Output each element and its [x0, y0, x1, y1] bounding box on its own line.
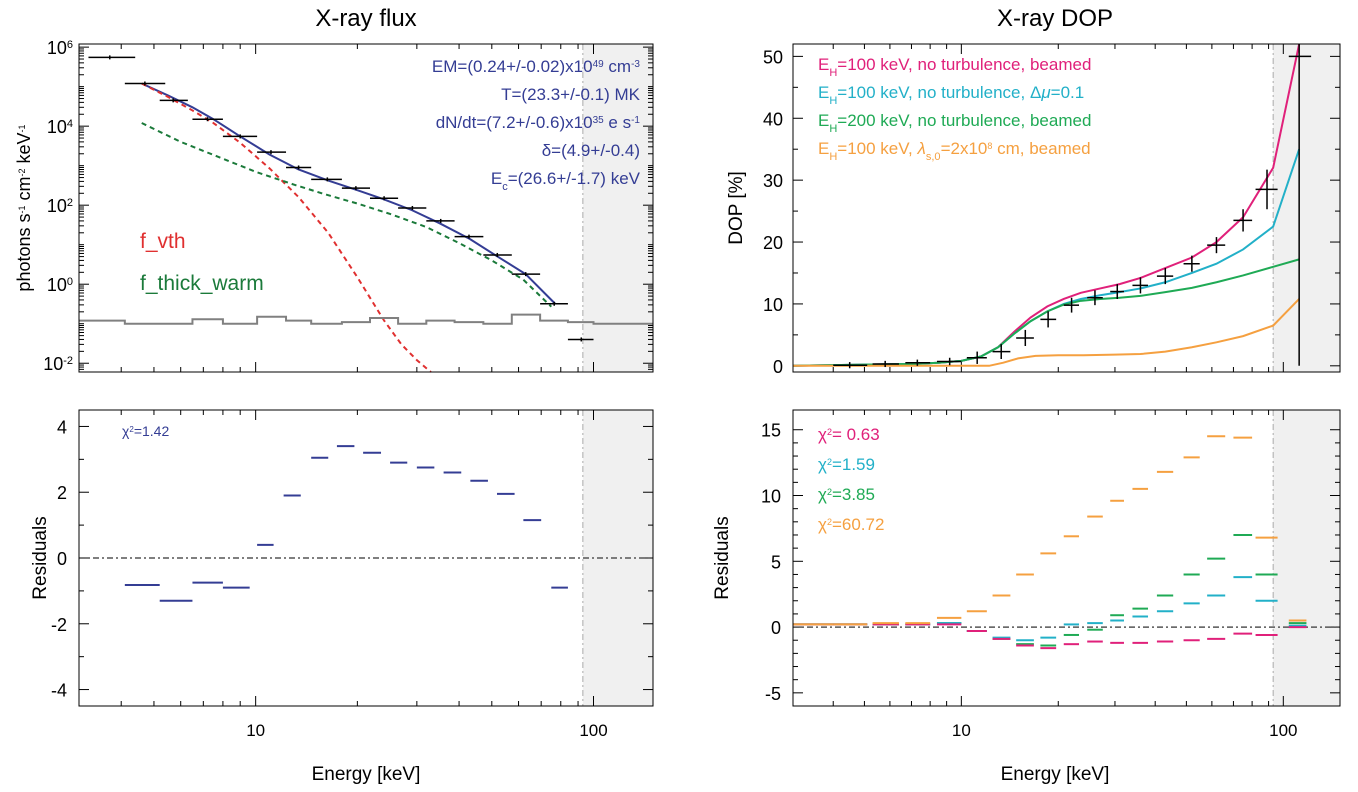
dop-res-y-tick-label: 0 — [771, 618, 781, 638]
flux-y-tick-label: 100 — [47, 275, 73, 295]
dop-chi2-cyan: χ2=1.59 — [818, 455, 875, 474]
dop-title: X-ray DOP — [997, 5, 1113, 32]
flux-shaded-region — [582, 44, 653, 372]
dop-res-ylabel: Residuals — [712, 516, 733, 599]
flux-y-tick-label: 102 — [47, 196, 73, 216]
flux-res-y-tick-label: 4 — [57, 417, 67, 437]
dop-series-3 — [793, 298, 1300, 367]
flux-panel: 10-2 100 102 104 106 photons s-1 cm-2 keV-1 EM… — [14, 38, 654, 374]
flux-res-xlabel: Energy [keV] — [312, 764, 421, 785]
flux-res-frame — [78, 409, 654, 707]
flux-series-total — [141, 82, 556, 305]
flux-res-y-tick-label: 2 — [57, 483, 67, 503]
flux-series-background — [79, 313, 653, 325]
legend-f-thick-warm: f_thick_warm — [140, 272, 264, 295]
dop-res-y-tick-label: 15 — [761, 421, 781, 441]
dop-legend-entry: EH=100 keV, no turbulence, Δμ=0.1 — [818, 83, 1084, 107]
fit-delta: δ=(4.9+/-0.4) — [542, 141, 640, 160]
legend-f-vth: f_vth — [140, 230, 186, 253]
dop-frame — [792, 43, 1341, 373]
dop-res-y-tick-label: -5 — [765, 684, 781, 704]
fit-temperature: T=(23.3+/-0.1) MK — [501, 85, 641, 104]
fit-dndt: dN/dt=(7.2+/-0.6)x1035 e s-1 — [436, 113, 641, 132]
flux-res-x-tick-label: 100 — [579, 721, 607, 740]
dop-legend-entry: EH=100 keV, no turbulence, beamed — [818, 55, 1091, 79]
dop-series-1 — [793, 148, 1301, 367]
flux-y-tick-label: 106 — [47, 38, 73, 58]
flux-y-tick-label: 104 — [47, 117, 73, 137]
dop-y-tick-label: 10 — [763, 295, 783, 315]
flux-res-y-tick-label: -2 — [51, 615, 67, 635]
dop-ylabel: DOP [%] — [726, 171, 747, 245]
dop-y-tick-label: 0 — [773, 357, 783, 377]
dop-shaded-region — [1273, 44, 1340, 372]
dop-res-frame — [792, 409, 1341, 707]
dop-legend-entry: EH=200 keV, no turbulence, beamed — [818, 111, 1091, 135]
dop-res-xlabel: Energy [keV] — [1001, 764, 1110, 785]
dop-y-tick-label: 50 — [763, 47, 783, 67]
dop-legend-entry: EH=100 keV, λs,0=2x108 cm, beamed — [818, 139, 1091, 163]
flux-title: X-ray flux — [315, 5, 416, 32]
dop-chi2-green: χ2=3.85 — [818, 485, 875, 504]
dop-res-y-tick-label: 10 — [761, 487, 781, 507]
flux-y-tick-label: 10-2 — [43, 354, 73, 374]
dop-chi2-orange: χ2=60.72 — [818, 515, 884, 534]
dop-res-y-tick-label: 5 — [771, 552, 781, 572]
dop-residuals-panel: 10 100 -5 0 5 10 15 Residuals χ2= 0.63 χ2=1.59 χ2=… — [712, 409, 1341, 740]
flux-series-f-vth — [141, 82, 432, 373]
dop-res-x-tick-label: 100 — [1269, 721, 1297, 740]
flux-frame — [78, 43, 654, 373]
flux-chi2: χ2=1.42 — [122, 423, 169, 439]
flux-res-x-tick-label: 10 — [246, 721, 265, 740]
flux-res-ylabel: Residuals — [30, 516, 51, 599]
flux-res-y-tick-label: -4 — [51, 681, 67, 701]
dop-res-shaded-region — [1273, 410, 1340, 706]
fit-em: EM=(0.24+/-0.02)x1049 cm-3 — [432, 57, 641, 76]
dop-res-x-tick-label: 10 — [952, 721, 971, 740]
flux-ylabel: photons s-1 cm-2 keV-1 — [14, 124, 34, 291]
dop-y-tick-label: 20 — [763, 233, 783, 253]
flux-res-y-tick-label: 0 — [57, 549, 67, 569]
dop-series-2 — [793, 258, 1300, 367]
dop-y-tick-label: 40 — [763, 109, 783, 129]
dop-y-tick-label: 30 — [763, 171, 783, 191]
dop-panel: 0 10 20 30 40 50 DOP [%] EH=100 keV, no turbule… — [726, 43, 1341, 377]
dop-chi2-magenta: χ2= 0.63 — [818, 425, 880, 444]
flux-residuals-panel: 10 100 -4 -2 0 2 4 Residuals χ2=1.42 — [30, 409, 654, 740]
